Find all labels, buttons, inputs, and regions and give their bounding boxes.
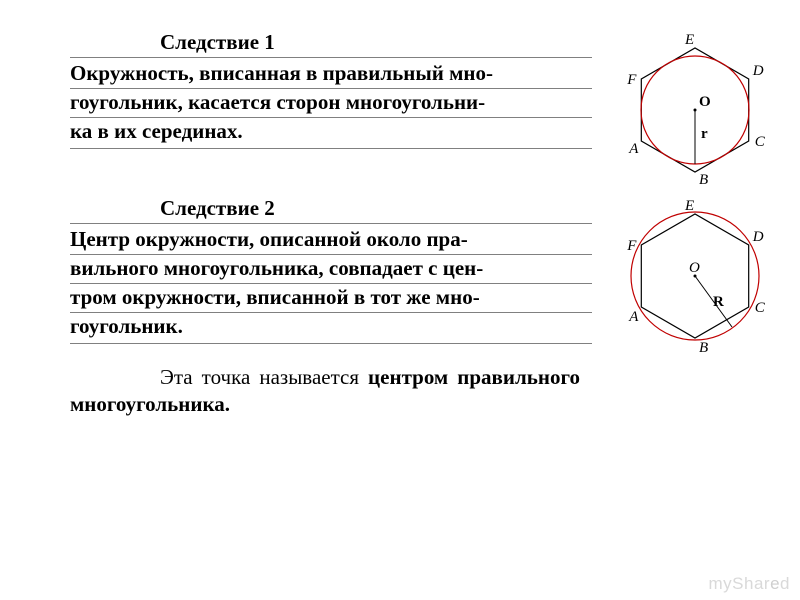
section-2-heading: Следствие 2 <box>70 196 592 224</box>
section-1-line-2: гоугольник, касается сторон многоугольни… <box>70 89 592 118</box>
section-1-heading: Следствие 1 <box>70 30 592 58</box>
svg-text:r: r <box>701 126 708 142</box>
section-2-line-2: вильного многоугольника, совпадает с цен… <box>70 255 592 284</box>
svg-text:D: D <box>752 229 764 245</box>
section-2-text: Следствие 2 Центр окружности, описанной … <box>70 196 592 344</box>
section-1-body: Окружность, вписанная в правильный мно- … <box>70 60 592 149</box>
section-1-line-3: ка в их серединах. <box>70 118 592 146</box>
watermark-mid: e <box>770 574 780 593</box>
svg-text:C: C <box>755 134 766 150</box>
svg-text:F: F <box>626 72 637 88</box>
svg-text:B: B <box>699 172 708 188</box>
svg-text:B: B <box>699 340 708 356</box>
page: Следствие 1 Окружность, вписанная в прав… <box>0 0 800 600</box>
svg-text:F: F <box>626 238 637 254</box>
section-1-line-1: Окружность, вписанная в правильный мно- <box>70 60 592 89</box>
svg-text:O: O <box>689 260 700 276</box>
figure-1-col: Or A F E D C B <box>610 30 780 190</box>
section-2-line-3: тром окружности, вписанной в тот же мно- <box>70 284 592 313</box>
watermark-post: d <box>780 574 790 593</box>
svg-text:O: O <box>699 94 711 110</box>
section-2-body: Центр окружности, описанной около пра- в… <box>70 226 592 344</box>
section-2-line-4: гоугольник. <box>70 313 592 341</box>
figure-2-circumscribed: O R A F E D C B <box>610 196 780 356</box>
svg-text:E: E <box>684 198 694 214</box>
watermark: myShared <box>708 574 790 594</box>
svg-text:D: D <box>752 63 764 79</box>
watermark-pre: myShar <box>708 574 770 593</box>
footer-plain: Эта точка называется <box>160 365 368 389</box>
figure-2-col: O R A F E D C B <box>610 196 780 356</box>
svg-text:A: A <box>628 309 639 325</box>
section-2-line-1: Центр окружности, описанной около пра- <box>70 226 592 255</box>
svg-text:C: C <box>755 300 766 316</box>
section-2-row: Следствие 2 Центр окружности, описанной … <box>70 196 780 356</box>
svg-text:A: A <box>628 141 639 157</box>
section-1-row: Следствие 1 Окружность, вписанная в прав… <box>70 30 780 190</box>
svg-text:E: E <box>684 32 694 48</box>
figure-1-inscribed: Or A F E D C B <box>610 30 780 190</box>
svg-text:R: R <box>713 294 724 310</box>
footer-paragraph: Эта точка называется центром правильного… <box>70 364 580 419</box>
section-1-text: Следствие 1 Окружность, вписанная в прав… <box>70 30 592 149</box>
